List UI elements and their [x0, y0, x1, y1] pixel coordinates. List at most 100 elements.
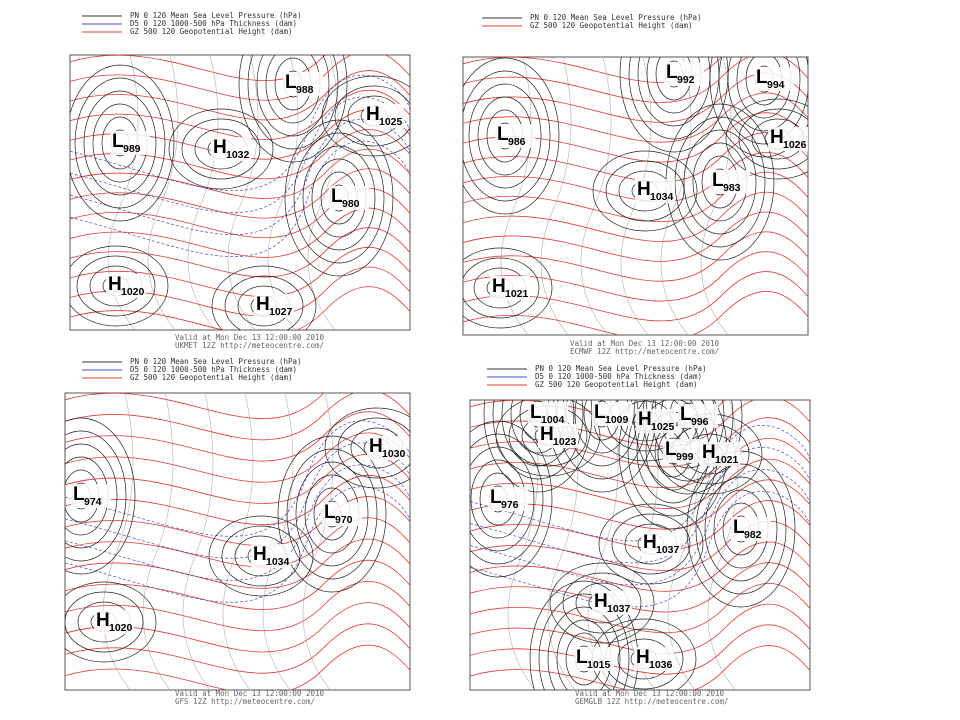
height-contour [470, 645, 810, 690]
legend-text: D5 0 120 1000-500 hPa Thickness (dam) [130, 365, 297, 374]
legend-text: PN 0 120 Mean Sea Level Pressure (hPa) [535, 364, 707, 373]
center-bg [106, 274, 146, 298]
height-contour [65, 474, 410, 526]
height-contour [463, 72, 808, 123]
center-bg [592, 402, 632, 426]
height-contour [65, 580, 410, 632]
height-contour [65, 453, 410, 504]
pressure-contour [65, 581, 157, 663]
valid-time: Valid at Mon Dec 13 12:00:00 2010 [575, 689, 724, 698]
legend-text: GZ 500 120 Geopotential Height (dam) [130, 27, 293, 36]
height-contour [65, 432, 410, 483]
legend-text: PN 0 120 Mean Sea Level Pressure (hPa) [130, 357, 302, 366]
height-contour [65, 538, 410, 589]
center-bg [636, 409, 676, 433]
height-contour [70, 207, 410, 258]
height-contour [70, 266, 410, 317]
center-bg [495, 124, 535, 148]
center-type: H [540, 424, 554, 445]
center-type: L [666, 62, 678, 83]
center-pressure: 974 [84, 496, 102, 508]
center-pressure: 1037 [607, 603, 631, 615]
pressure-contour [277, 435, 387, 593]
height-contour [70, 246, 410, 298]
center-bg [251, 544, 291, 568]
pressure-contour [76, 255, 156, 317]
center-type: L [594, 402, 606, 423]
pressure-contour [221, 525, 301, 587]
thickness-contour [65, 464, 410, 581]
legend-text: D5 0 120 1000-500 hPa Thickness (dam) [130, 19, 297, 28]
valid-time: Valid at Mon Dec 13 12:00:00 2010 [175, 333, 324, 342]
height-contour [463, 92, 808, 143]
center-bg [528, 402, 568, 426]
center-pressure: 989 [123, 143, 141, 155]
height-contour [70, 70, 410, 121]
pressure-contour [70, 64, 175, 222]
coastline [182, 393, 214, 690]
center-bg [664, 62, 704, 86]
center-pressure: 994 [767, 79, 785, 91]
center-bg [254, 294, 294, 318]
pressure-contour [470, 446, 535, 552]
legend-text: GZ 500 120 Geopotential Height (dam) [130, 373, 293, 382]
center-pressure: 996 [691, 416, 709, 428]
pressure-contour [605, 160, 685, 222]
pressure-contour [168, 108, 274, 190]
height-contour [463, 112, 808, 163]
map-panel: PN 0 120 Mean Sea Level Pressure (hPa)D5… [64, 357, 411, 706]
center-type: H [594, 591, 608, 612]
pressure-contour [633, 400, 743, 495]
height-contour [470, 624, 810, 675]
map-panel: PN 0 120 Mean Sea Level Pressure (hPa)D5… [469, 364, 811, 706]
pressure-contour [695, 463, 787, 595]
height-contour [70, 148, 410, 199]
center-pressure: 1034 [650, 191, 674, 203]
height-contour [65, 496, 410, 547]
pressure-contour [65, 591, 144, 653]
pressure-contour [295, 461, 369, 567]
center-bg [754, 67, 794, 91]
pressure-contour [65, 443, 118, 549]
center-pressure: 1025 [379, 116, 403, 128]
height-contour [65, 393, 410, 419]
center-type: H [253, 544, 267, 565]
center-bg [641, 532, 681, 556]
pressure-contour [718, 57, 808, 145]
height-contour [65, 393, 410, 441]
pressure-contour [468, 83, 542, 189]
height-contour [70, 109, 410, 160]
center-pressure: 1020 [121, 286, 145, 298]
thickness-contour [65, 486, 410, 603]
center-pressure: 970 [335, 514, 353, 526]
center-pressure: 1020 [109, 622, 133, 634]
center-type: L [331, 186, 343, 207]
height-contour [463, 271, 808, 322]
map-frame [64, 392, 411, 691]
coastline [267, 55, 299, 330]
height-contour [463, 171, 808, 222]
center-type: L [497, 124, 509, 145]
pressure-contour [549, 562, 655, 644]
pressure-contour [463, 257, 540, 319]
pressure-contour [463, 57, 560, 215]
center-type: L [285, 72, 297, 93]
map-panel: PN 0 120 Mean Sea Level Pressure (hPa)GZ… [462, 13, 809, 356]
pressure-contour [598, 503, 704, 585]
height-contour [470, 500, 810, 551]
center-pressure: 1015 [587, 659, 611, 671]
thickness-contour [470, 447, 810, 564]
legend-text: D5 0 120 1000-500 hPa Thickness (dam) [535, 372, 702, 381]
model-source: UKMET 12Z http://meteocentre.com/ [175, 341, 324, 350]
pressure-contour [686, 450, 796, 608]
pressure-contour [470, 433, 544, 565]
center-type: H [636, 647, 650, 668]
thickness-contour [70, 96, 410, 213]
pressure-contour [284, 119, 394, 277]
center-type: H [96, 610, 110, 631]
pressure-contour [224, 275, 304, 330]
thickness-contour [70, 140, 410, 257]
pressure-contour [337, 417, 410, 479]
center-pressure: 1034 [266, 556, 290, 568]
legend-text: GZ 500 120 Geopotential Height (dam) [530, 21, 693, 30]
